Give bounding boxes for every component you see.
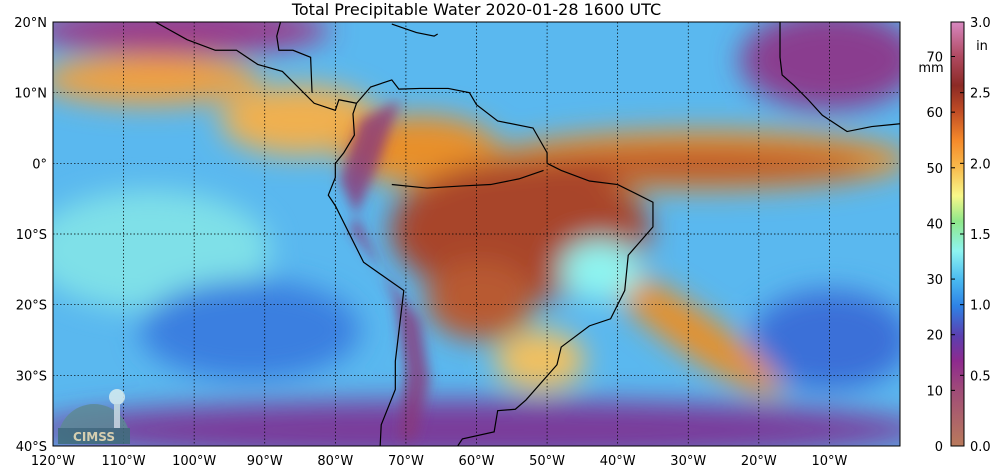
lat-label: 0°: [32, 157, 47, 172]
mm-tick-label: 50: [926, 162, 943, 177]
in-tick-label: 3.0: [970, 16, 991, 31]
lon-label: 10°W: [811, 454, 847, 469]
in-tick-label: 0.0: [970, 440, 991, 455]
lat-label: 10°S: [16, 228, 47, 243]
coastline-isl: [391, 23, 438, 37]
coastlines: [155, 22, 900, 446]
colorbar-mm-unit: mm: [918, 61, 943, 76]
lon-label: 20°W: [741, 454, 777, 469]
lat-label: 40°S: [16, 440, 47, 455]
graticule: [53, 22, 900, 446]
in-tick-label: 1.5: [970, 228, 991, 243]
lat-label: 20°N: [14, 16, 47, 31]
coastline-af: [779, 22, 900, 133]
lon-label: 60°W: [459, 454, 495, 469]
mm-tick-label: 0: [935, 440, 943, 455]
precipitable-water-field: [53, 22, 900, 446]
lon-label: 110°W: [101, 454, 145, 469]
coastline-ca: [155, 22, 357, 112]
coastline-sa: [356, 79, 654, 446]
mm-tick-label: 20: [926, 329, 943, 344]
coastline-riv: [391, 169, 544, 189]
in-tick-label: 0.5: [970, 369, 991, 384]
coastline-saw: [327, 103, 405, 446]
lon-label: 100°W: [172, 454, 216, 469]
in-tick-label: 2.5: [970, 87, 991, 102]
mm-tick-label: 60: [926, 106, 943, 121]
lon-label: 120°W: [31, 454, 75, 469]
longitude-labels: 120°W 110°W 100°W 90°W 80°W 70°W 60°W 50°W 40°W 3…: [31, 454, 848, 469]
lon-label: 50°W: [529, 454, 565, 469]
logo-text: CIMSS: [73, 430, 115, 444]
lon-label: 30°W: [670, 454, 706, 469]
map-title: Total Precipitable Water 2020-01-28 1600…: [291, 0, 662, 19]
mm-tick-label: 10: [926, 384, 943, 399]
mm-tick-label: 70: [926, 50, 943, 65]
lat-label: 30°S: [16, 369, 47, 384]
coastline-cae: [276, 22, 313, 93]
colorbar: 0 10 20 30 40 50 60 70 0.0 0.5 1.0 1.5 2.0 2.5 3.0 mm…: [918, 16, 990, 455]
lon-label: 80°W: [317, 454, 353, 469]
mm-tick-label: 40: [926, 217, 943, 232]
mm-tick-label: 30: [926, 273, 943, 288]
in-tick-label: 1.0: [970, 299, 991, 314]
lon-label: 40°W: [600, 454, 636, 469]
lat-label: 20°S: [16, 299, 47, 314]
colorbar-mm-ticks: 0 10 20 30 40 50 60 70: [926, 50, 955, 455]
colorbar-in-ticks: 0.0 0.5 1.0 1.5 2.0 2.5 3.0: [960, 16, 991, 455]
map-frame: [52, 21, 901, 447]
latitude-labels: 20°N 10°N 0° 10°S 20°S 30°S 40°S: [14, 16, 47, 455]
in-tick-label: 2.0: [970, 157, 991, 172]
colorbar-in-unit: in: [976, 39, 988, 54]
lon-label: 90°W: [247, 454, 283, 469]
lon-label: 70°W: [388, 454, 424, 469]
cimss-logo: CIMSS: [58, 389, 130, 444]
lat-label: 10°N: [14, 87, 47, 102]
